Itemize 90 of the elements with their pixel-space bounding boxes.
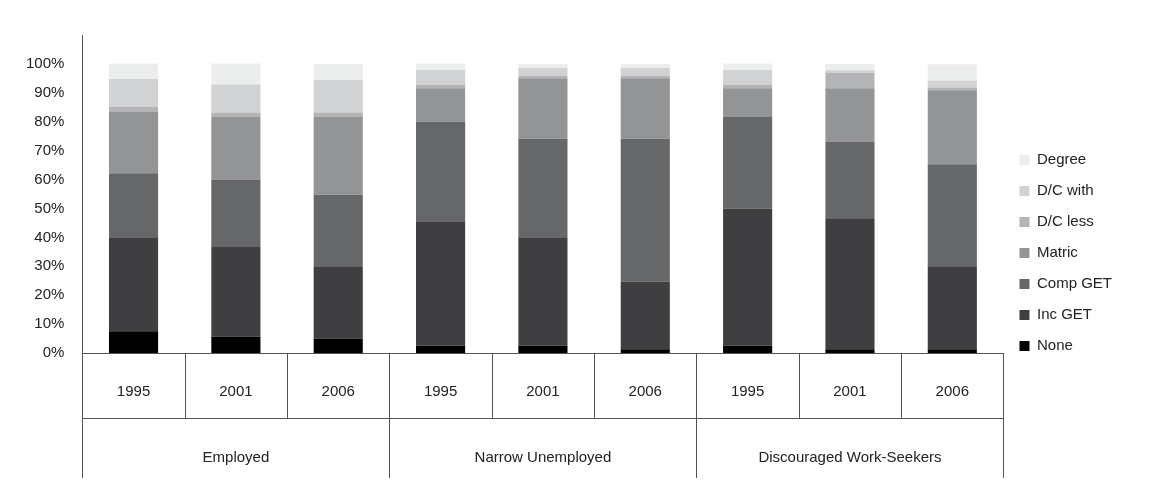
bar (416, 88, 466, 122)
x-tick-label: 2006 (935, 382, 969, 400)
bar (927, 80, 977, 88)
bar (825, 70, 875, 73)
bar (825, 88, 875, 142)
bar (211, 179, 261, 247)
bar (518, 345, 568, 353)
bar (825, 72, 875, 89)
bar (211, 63, 261, 85)
bar (927, 64, 977, 81)
bar (723, 63, 773, 70)
legend-label: Matric (1036, 243, 1079, 261)
bar (723, 117, 773, 209)
y-tick-label: 10% (34, 314, 65, 332)
bar (108, 63, 159, 79)
bar (416, 121, 466, 223)
bar (108, 237, 159, 332)
bar (518, 67, 568, 76)
bar (108, 331, 159, 353)
x-tick-label: 1995 (116, 382, 151, 400)
legend-label: Degree (1036, 150, 1087, 168)
y-tick-label: 90% (34, 82, 65, 100)
y-tick-label: 0% (42, 343, 65, 361)
bar (518, 237, 568, 346)
legend-label: D/C with (1036, 181, 1094, 199)
legend-label: Comp GET (1036, 274, 1112, 292)
x-tick-label: 2006 (321, 382, 355, 400)
text: Discouraged Work-Seekers (758, 448, 942, 466)
bar (620, 138, 670, 282)
bar (927, 164, 977, 267)
bar (211, 246, 261, 337)
bar (825, 63, 875, 71)
x-tick-label: 2006 (628, 382, 662, 400)
y-tick-label: 20% (34, 285, 65, 303)
bar (825, 218, 875, 350)
bar (211, 117, 261, 180)
bar (313, 194, 363, 267)
bar (416, 84, 466, 89)
bar (620, 67, 670, 76)
bar (211, 336, 261, 353)
bar (416, 222, 466, 346)
bar (313, 80, 363, 113)
bar (825, 349, 875, 353)
bar (416, 63, 466, 70)
bar (108, 173, 159, 238)
bar (620, 349, 670, 353)
bar (723, 345, 773, 353)
bar (723, 88, 773, 118)
y-tick-label: 70% (34, 140, 65, 158)
bar (313, 266, 363, 339)
bar (927, 349, 977, 353)
y-tick-label: 50% (34, 198, 65, 216)
bar (313, 112, 363, 118)
x-tick-label: 1995 (423, 382, 458, 400)
bar (211, 84, 261, 113)
bar (518, 78, 568, 139)
x-tick-label: 2001 (526, 382, 560, 400)
y-tick-label: 30% (34, 256, 65, 274)
bar (927, 266, 977, 350)
y-tick-label: 80% (34, 111, 65, 129)
legend-label: D/C less (1036, 212, 1094, 230)
bar (620, 281, 670, 350)
bar (620, 63, 670, 68)
x-tick-label: 2001 (219, 382, 253, 400)
y-tick-label: 100% (25, 54, 65, 72)
x-tick-label: 1995 (730, 382, 765, 400)
bar (620, 78, 670, 139)
bar (211, 112, 261, 118)
y-tick-label: 40% (34, 227, 65, 245)
bar (723, 208, 773, 346)
text: Narrow Unemployed (474, 448, 612, 466)
x-tick-label: 2001 (833, 382, 867, 400)
text: Employed (202, 448, 270, 466)
legend-label: Inc GET (1036, 305, 1092, 323)
bar (416, 69, 466, 85)
bar (108, 78, 159, 107)
bar (313, 338, 363, 353)
bar (518, 138, 568, 238)
bar (927, 90, 977, 165)
bar (825, 141, 875, 219)
bar (518, 63, 568, 68)
bar (108, 106, 159, 112)
bar (723, 69, 773, 85)
bar (108, 111, 159, 174)
y-tick-label: 60% (34, 169, 65, 187)
bar (313, 63, 363, 81)
bar (313, 117, 363, 195)
bar (723, 84, 773, 89)
bar (416, 345, 466, 353)
legend-label: None (1036, 336, 1073, 354)
